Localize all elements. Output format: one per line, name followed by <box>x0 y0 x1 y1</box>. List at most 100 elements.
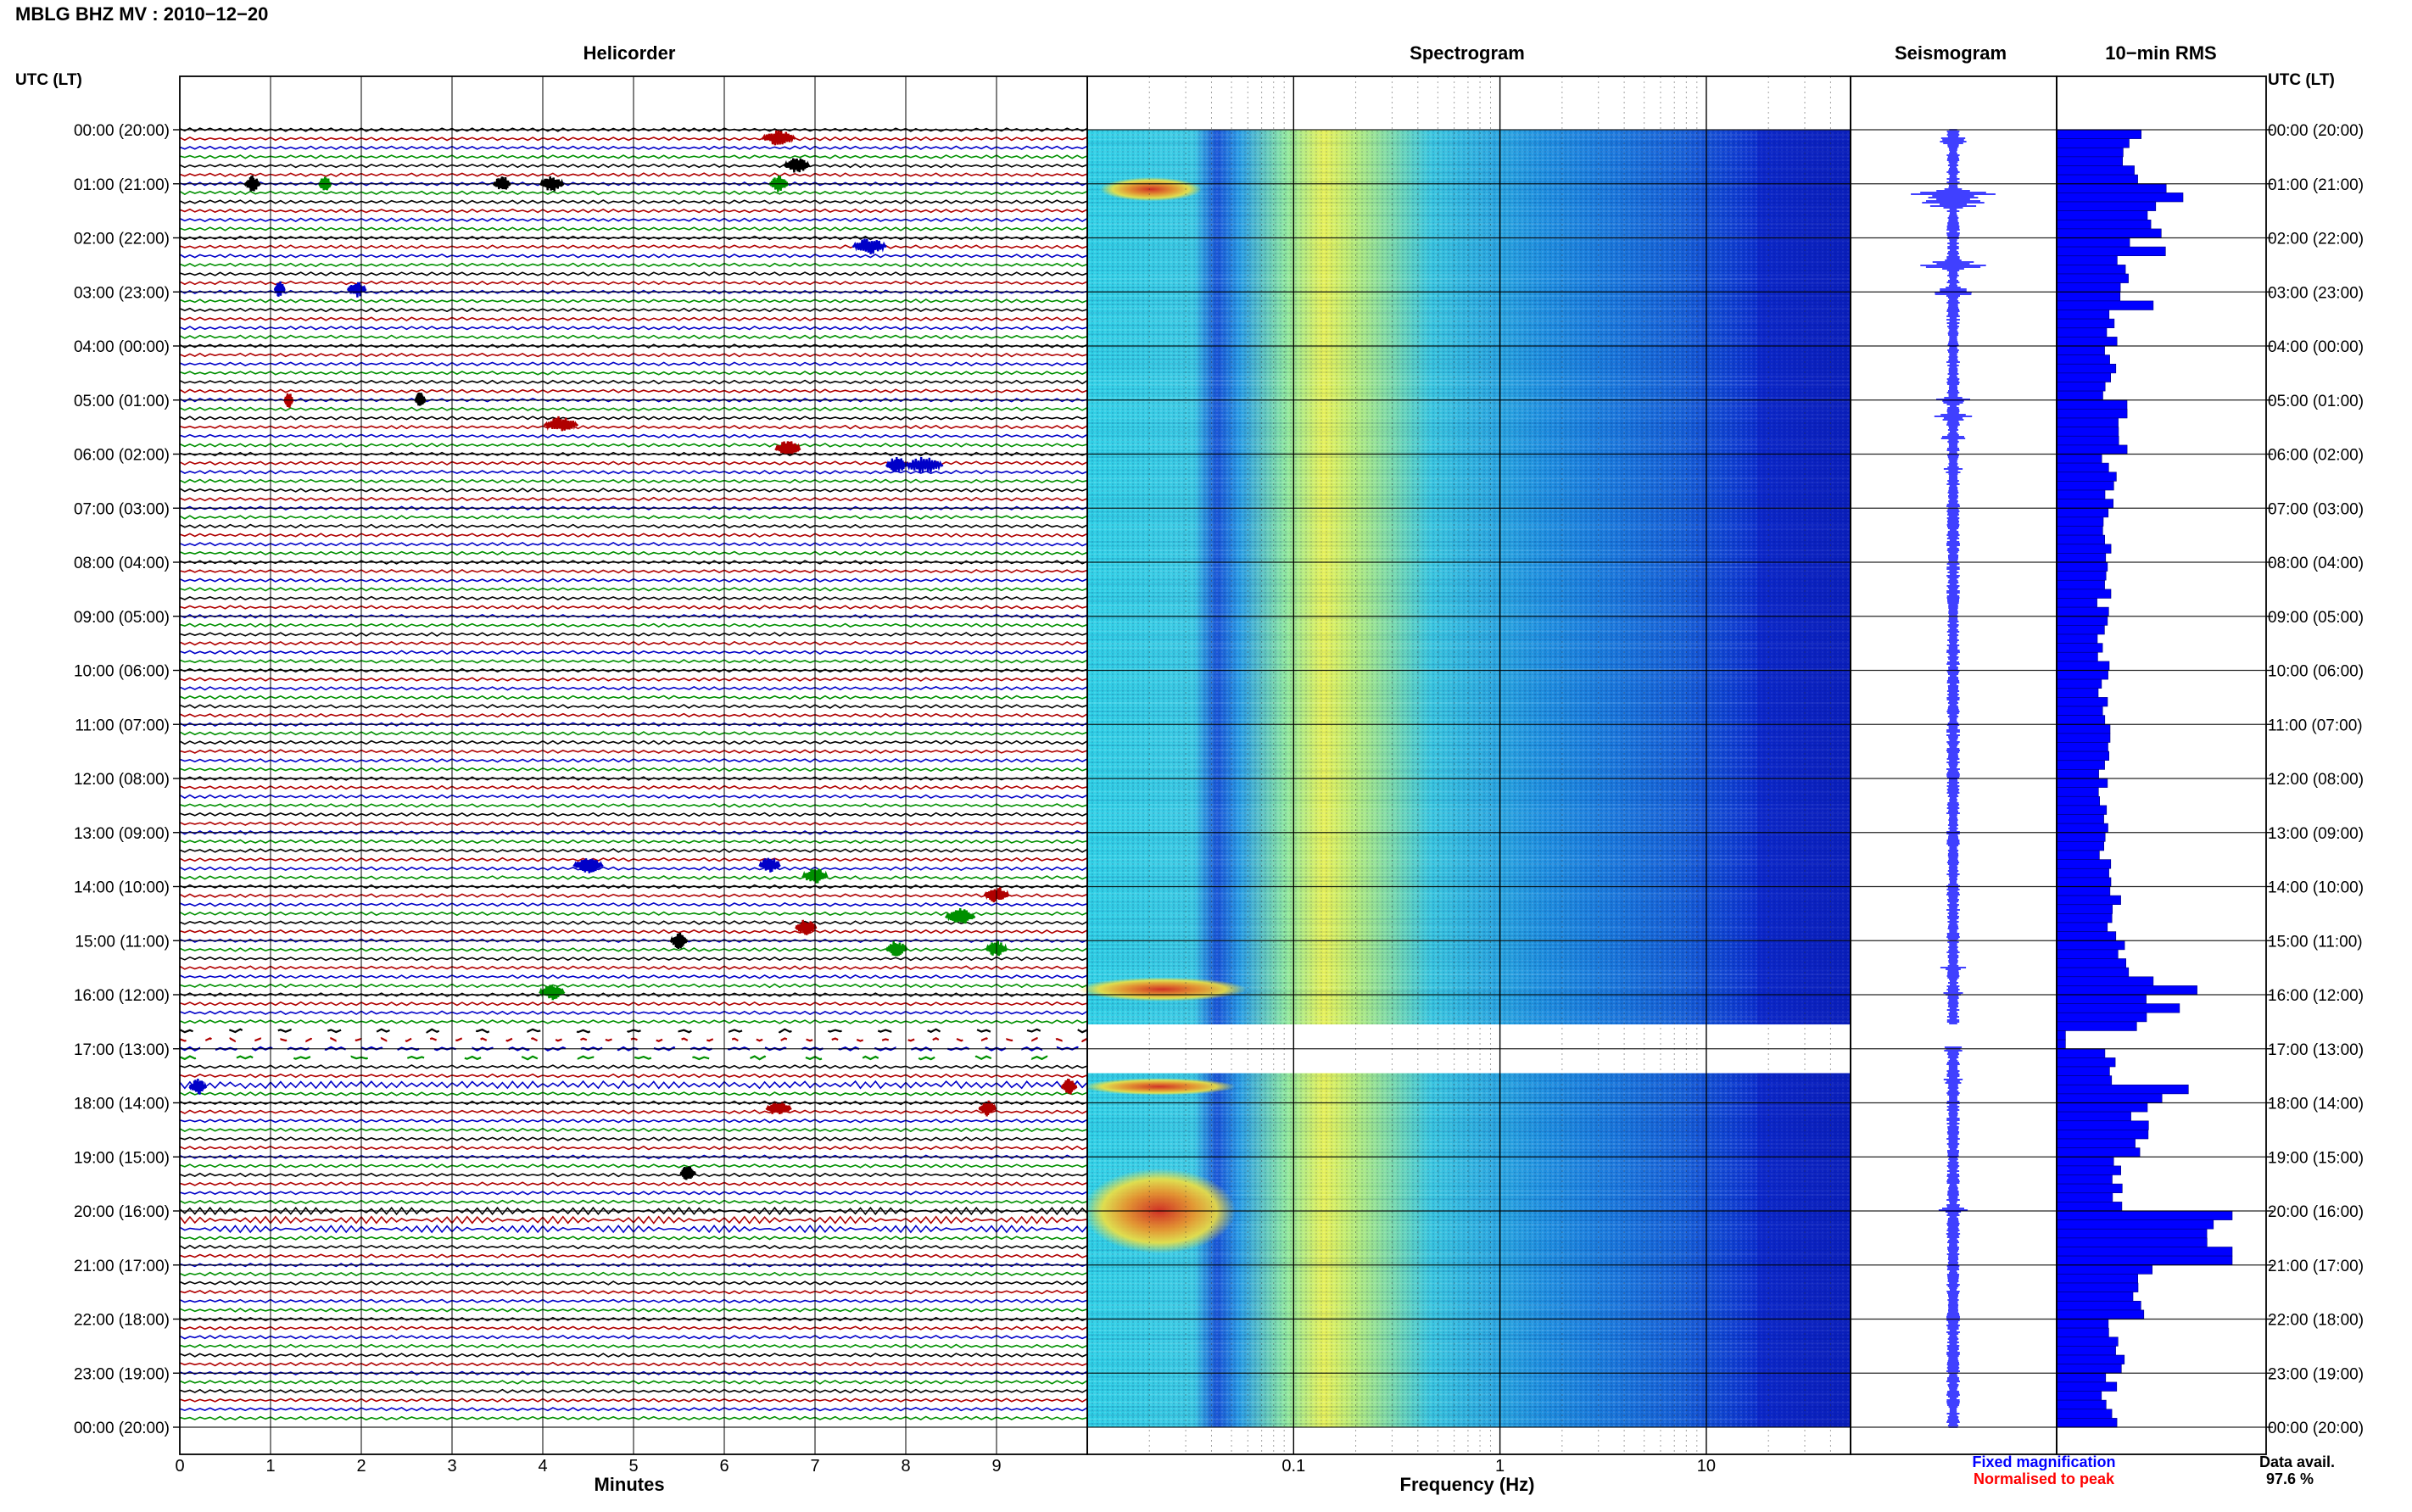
rms-bar <box>2056 481 2114 491</box>
hour-label-left: 16:00 (12:00) <box>74 987 170 1005</box>
rms-bar <box>2056 183 2167 193</box>
rms-bar <box>2056 444 2128 455</box>
hour-label-left: 13:00 (09:00) <box>74 825 170 843</box>
rms-bar <box>2056 273 2129 283</box>
helicorder-tick-label: 4 <box>538 1457 547 1476</box>
rms-bar <box>2056 1292 2134 1302</box>
rms-bar <box>2056 526 2103 536</box>
hour-label-right: 05:00 (01:00) <box>2268 393 2364 410</box>
rms-bar <box>2056 1039 2066 1049</box>
hour-label-right: 20:00 (16:00) <box>2268 1203 2364 1221</box>
rms-bar <box>2056 1021 2137 1031</box>
hour-label-right: 06:00 (02:00) <box>2268 447 2364 465</box>
rms-bar <box>2056 553 2107 563</box>
rms-bar <box>2056 633 2098 644</box>
rms-bar <box>2056 895 2121 905</box>
rms-bar <box>2056 1030 2066 1041</box>
helicorder-event <box>679 1166 697 1180</box>
hour-label-right: 00:00 (20:00) <box>2268 122 2364 140</box>
rms-bar <box>2056 1282 2139 1292</box>
rms-bar <box>2056 201 2157 211</box>
rms-bar <box>2056 606 2109 617</box>
rms-bar <box>2056 1418 2118 1428</box>
rms-bar <box>2056 1319 2109 1329</box>
helicorder-panel: 0 1 2 3 4 5 6 7 8 9 <box>175 76 1088 1476</box>
rms-bar <box>2056 922 2108 932</box>
rms-bar <box>2056 931 2117 941</box>
rms-bar <box>2056 435 2119 446</box>
helicorder-tick-label: 8 <box>901 1457 910 1476</box>
rms-bar <box>2056 1202 2123 1212</box>
spectrogram-high-freq-shade <box>1757 1073 1851 1427</box>
hour-label-right: 12:00 (08:00) <box>2268 771 2364 789</box>
rms-bar <box>2056 1048 2106 1058</box>
rms-bar <box>2056 246 2166 257</box>
rms-bar <box>2056 625 2105 635</box>
rms-bar <box>2056 1336 2119 1347</box>
rms-bar <box>2056 219 2152 230</box>
helicorder-event <box>539 176 565 192</box>
rms-bar <box>2056 688 2099 698</box>
hour-label-right: 07:00 (03:00) <box>2268 500 2364 518</box>
rms-bar <box>2056 670 2108 680</box>
rms-bar <box>2056 1219 2214 1230</box>
rms-bar <box>2056 1309 2145 1320</box>
hour-label-right: 11:00 (07:00) <box>2268 717 2363 734</box>
hour-label-left: 07:00 (03:00) <box>74 500 170 518</box>
hour-label-left: 20:00 (16:00) <box>74 1203 170 1221</box>
hour-label-left: 21:00 (17:00) <box>74 1258 170 1275</box>
data-avail-label: Data avail. <box>2259 1453 2335 1470</box>
rms-bar <box>2056 723 2111 734</box>
rms-bar <box>2056 1013 2147 1023</box>
rms-bar <box>2056 354 2110 365</box>
hour-label-right: 17:00 (13:00) <box>2268 1041 2364 1059</box>
rms-bar <box>2056 1174 2113 1185</box>
rms-bar <box>2056 1147 2141 1158</box>
rms-title: 10−min RMS <box>2105 42 2216 64</box>
hour-label-right: 08:00 (04:00) <box>2268 555 2364 572</box>
helicorder-tick-label: 6 <box>719 1457 729 1476</box>
axes-overlay: 00:00 (20:00) 00:00 (20:00) 01:00 (21:00) 0… <box>74 75 2364 1455</box>
rms-bar <box>2056 561 2108 572</box>
rms-bar <box>2056 571 2107 581</box>
rms-bar <box>2056 832 2106 842</box>
helicorder-xlabel: Minutes <box>594 1474 664 1495</box>
rms-bar <box>2056 516 2104 527</box>
rms-bar <box>2056 1229 2208 1239</box>
rms-bar <box>2056 427 2119 437</box>
rms-bar <box>2056 841 2105 851</box>
rms-bar <box>2056 697 2108 707</box>
rms-bar <box>2056 651 2098 662</box>
rms-bar <box>2056 1364 2122 1374</box>
panel-frame <box>2056 75 2267 1455</box>
rms-bar <box>2056 1165 2121 1175</box>
rms-bar <box>2056 534 2106 544</box>
hour-label-right: 16:00 (12:00) <box>2268 987 2364 1005</box>
rms-bar <box>2056 850 2100 860</box>
rms-bar <box>2056 237 2130 248</box>
rms-bar <box>2056 138 2130 148</box>
hour-label-right: 13:00 (09:00) <box>2268 825 2364 843</box>
rms-bar <box>2056 1391 2102 1401</box>
hour-label-left: 03:00 (23:00) <box>74 284 170 302</box>
hour-label-right: 04:00 (00:00) <box>2268 338 2364 356</box>
rms-bar <box>2056 769 2099 779</box>
rms-bar <box>2056 1327 2109 1337</box>
rms-bar <box>2056 949 2119 959</box>
rms-bar <box>2056 399 2128 410</box>
hour-label-left: 22:00 (18:00) <box>74 1312 170 1330</box>
helicorder-event <box>1060 1078 1078 1095</box>
seismogram-title: Seismogram <box>1895 42 2007 64</box>
hour-label-right: 02:00 (22:00) <box>2268 231 2364 248</box>
rms-bar <box>2056 678 2102 689</box>
rms-bar <box>2056 750 2110 761</box>
hour-label-right: 22:00 (18:00) <box>2268 1312 2364 1330</box>
rms-bar <box>2056 345 2105 355</box>
helicorder-event <box>273 281 286 297</box>
rms-bar <box>2056 823 2108 833</box>
rms-bar <box>2056 589 2112 599</box>
helicorder-event <box>768 176 790 192</box>
helicorder-event <box>761 130 796 146</box>
rms-bar <box>2056 1003 2180 1013</box>
rms-bar <box>2056 760 2105 770</box>
